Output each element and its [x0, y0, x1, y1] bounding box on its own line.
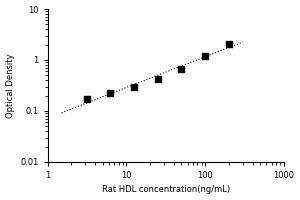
Point: [226, 42, 231, 45]
X-axis label: Rat HDL concentration(ng/mL): Rat HDL concentration(ng/mL): [102, 185, 230, 194]
Point: [132, 86, 136, 89]
Point: [203, 54, 208, 58]
Point: [108, 92, 112, 95]
Y-axis label: Optical Density: Optical Density: [6, 53, 15, 118]
Point: [155, 78, 160, 81]
Point: [179, 67, 184, 70]
Point: [84, 97, 89, 100]
